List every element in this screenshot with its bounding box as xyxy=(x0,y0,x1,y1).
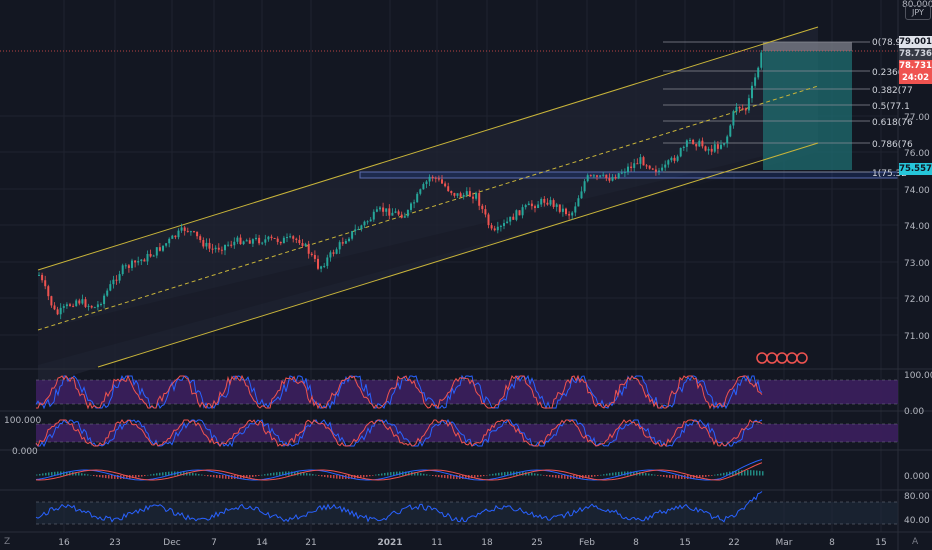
svg-text:0.618(76: 0.618(76 xyxy=(872,118,913,128)
auto-scale-toggle[interactable]: A xyxy=(912,537,919,547)
svg-text:74.00: 74.00 xyxy=(904,222,930,232)
svg-text:1(75.32: 1(75.32 xyxy=(872,169,907,179)
svg-text:8: 8 xyxy=(829,538,835,548)
svg-text:14: 14 xyxy=(256,538,268,548)
osc4-axis-low: 40.00 xyxy=(904,516,930,526)
bar-countdown-badge: 24:02 xyxy=(899,72,932,84)
svg-text:21: 21 xyxy=(305,538,316,548)
fib-bottom-price-badge: 75.557 xyxy=(899,163,932,175)
svg-text:8: 8 xyxy=(633,538,639,548)
rsi-line[interactable] xyxy=(35,491,763,523)
channel-upper-line[interactable] xyxy=(37,26,819,271)
fib-retracement-labels[interactable]: 0(78.90 0.236(78 0.382(77 0.5(77.1 0.618… xyxy=(872,38,913,179)
svg-text:0.786(76: 0.786(76 xyxy=(872,140,913,150)
svg-text:11: 11 xyxy=(431,538,442,548)
osc2-axis-high: 100.000 xyxy=(4,416,41,426)
long-position-stop[interactable] xyxy=(763,42,852,51)
svg-text:Mar: Mar xyxy=(776,538,793,548)
time-axis[interactable]: 16 23 Dec 7 14 21 2021 11 18 25 Feb 8 15… xyxy=(58,538,886,548)
stoch2-k-line[interactable] xyxy=(35,418,763,448)
svg-text:18: 18 xyxy=(481,538,493,548)
long-position-target[interactable] xyxy=(763,51,852,170)
currency-label[interactable]: JPY xyxy=(905,5,931,20)
svg-text:72.00: 72.00 xyxy=(904,295,930,305)
osc1-axis-low: 0.00 xyxy=(904,407,924,417)
svg-text:73.00: 73.00 xyxy=(904,259,930,269)
osc3-axis-zero: 0.000 xyxy=(904,472,930,482)
svg-text:0.5(77.1: 0.5(77.1 xyxy=(872,102,910,112)
svg-text:Dec: Dec xyxy=(163,538,180,548)
svg-text:25: 25 xyxy=(531,538,542,548)
svg-text:77.00: 77.00 xyxy=(904,113,930,123)
support-zone-rect[interactable] xyxy=(359,171,899,179)
svg-text:71.00: 71.00 xyxy=(904,332,930,342)
svg-text:0(78.90: 0(78.90 xyxy=(872,38,907,48)
last-price-badge: 78.736 xyxy=(899,48,932,60)
svg-text:16: 16 xyxy=(58,538,70,548)
svg-text:74.00: 74.00 xyxy=(904,186,930,196)
channel-middle-line[interactable] xyxy=(37,85,819,331)
svg-text:0.236(78: 0.236(78 xyxy=(872,68,913,78)
svg-text:15: 15 xyxy=(875,538,886,548)
osc1-axis-high: 100.00 xyxy=(904,371,932,381)
svg-text:23: 23 xyxy=(109,538,120,548)
current-price-badge: 78.731 xyxy=(899,60,932,72)
macd-line[interactable] xyxy=(35,459,763,481)
timezone-toggle[interactable]: Z xyxy=(4,537,11,547)
channel-lower-line[interactable] xyxy=(97,142,819,368)
osc2-axis-low: 0.000 xyxy=(12,447,38,457)
svg-text:2021: 2021 xyxy=(377,538,402,548)
svg-text:76.00: 76.00 xyxy=(904,149,930,159)
svg-text:7: 7 xyxy=(211,538,217,548)
stoch2-d-line[interactable] xyxy=(35,419,763,448)
osc4-axis-high: 80.00 xyxy=(904,492,930,502)
stoch-rsi-band xyxy=(36,380,898,404)
price-channel-fill-lower xyxy=(38,143,818,365)
svg-text:0.382(77: 0.382(77 xyxy=(872,86,913,96)
stoch-d-line[interactable] xyxy=(36,374,763,410)
svg-text:Feb: Feb xyxy=(579,538,595,548)
macd-signal-line[interactable] xyxy=(35,462,763,481)
stoch-band-2 xyxy=(36,424,898,442)
svg-text:22: 22 xyxy=(728,538,739,548)
svg-text:15: 15 xyxy=(679,538,690,548)
fib-top-price-badge: 79.001 xyxy=(899,36,932,48)
economic-events-markers[interactable] xyxy=(756,352,808,364)
